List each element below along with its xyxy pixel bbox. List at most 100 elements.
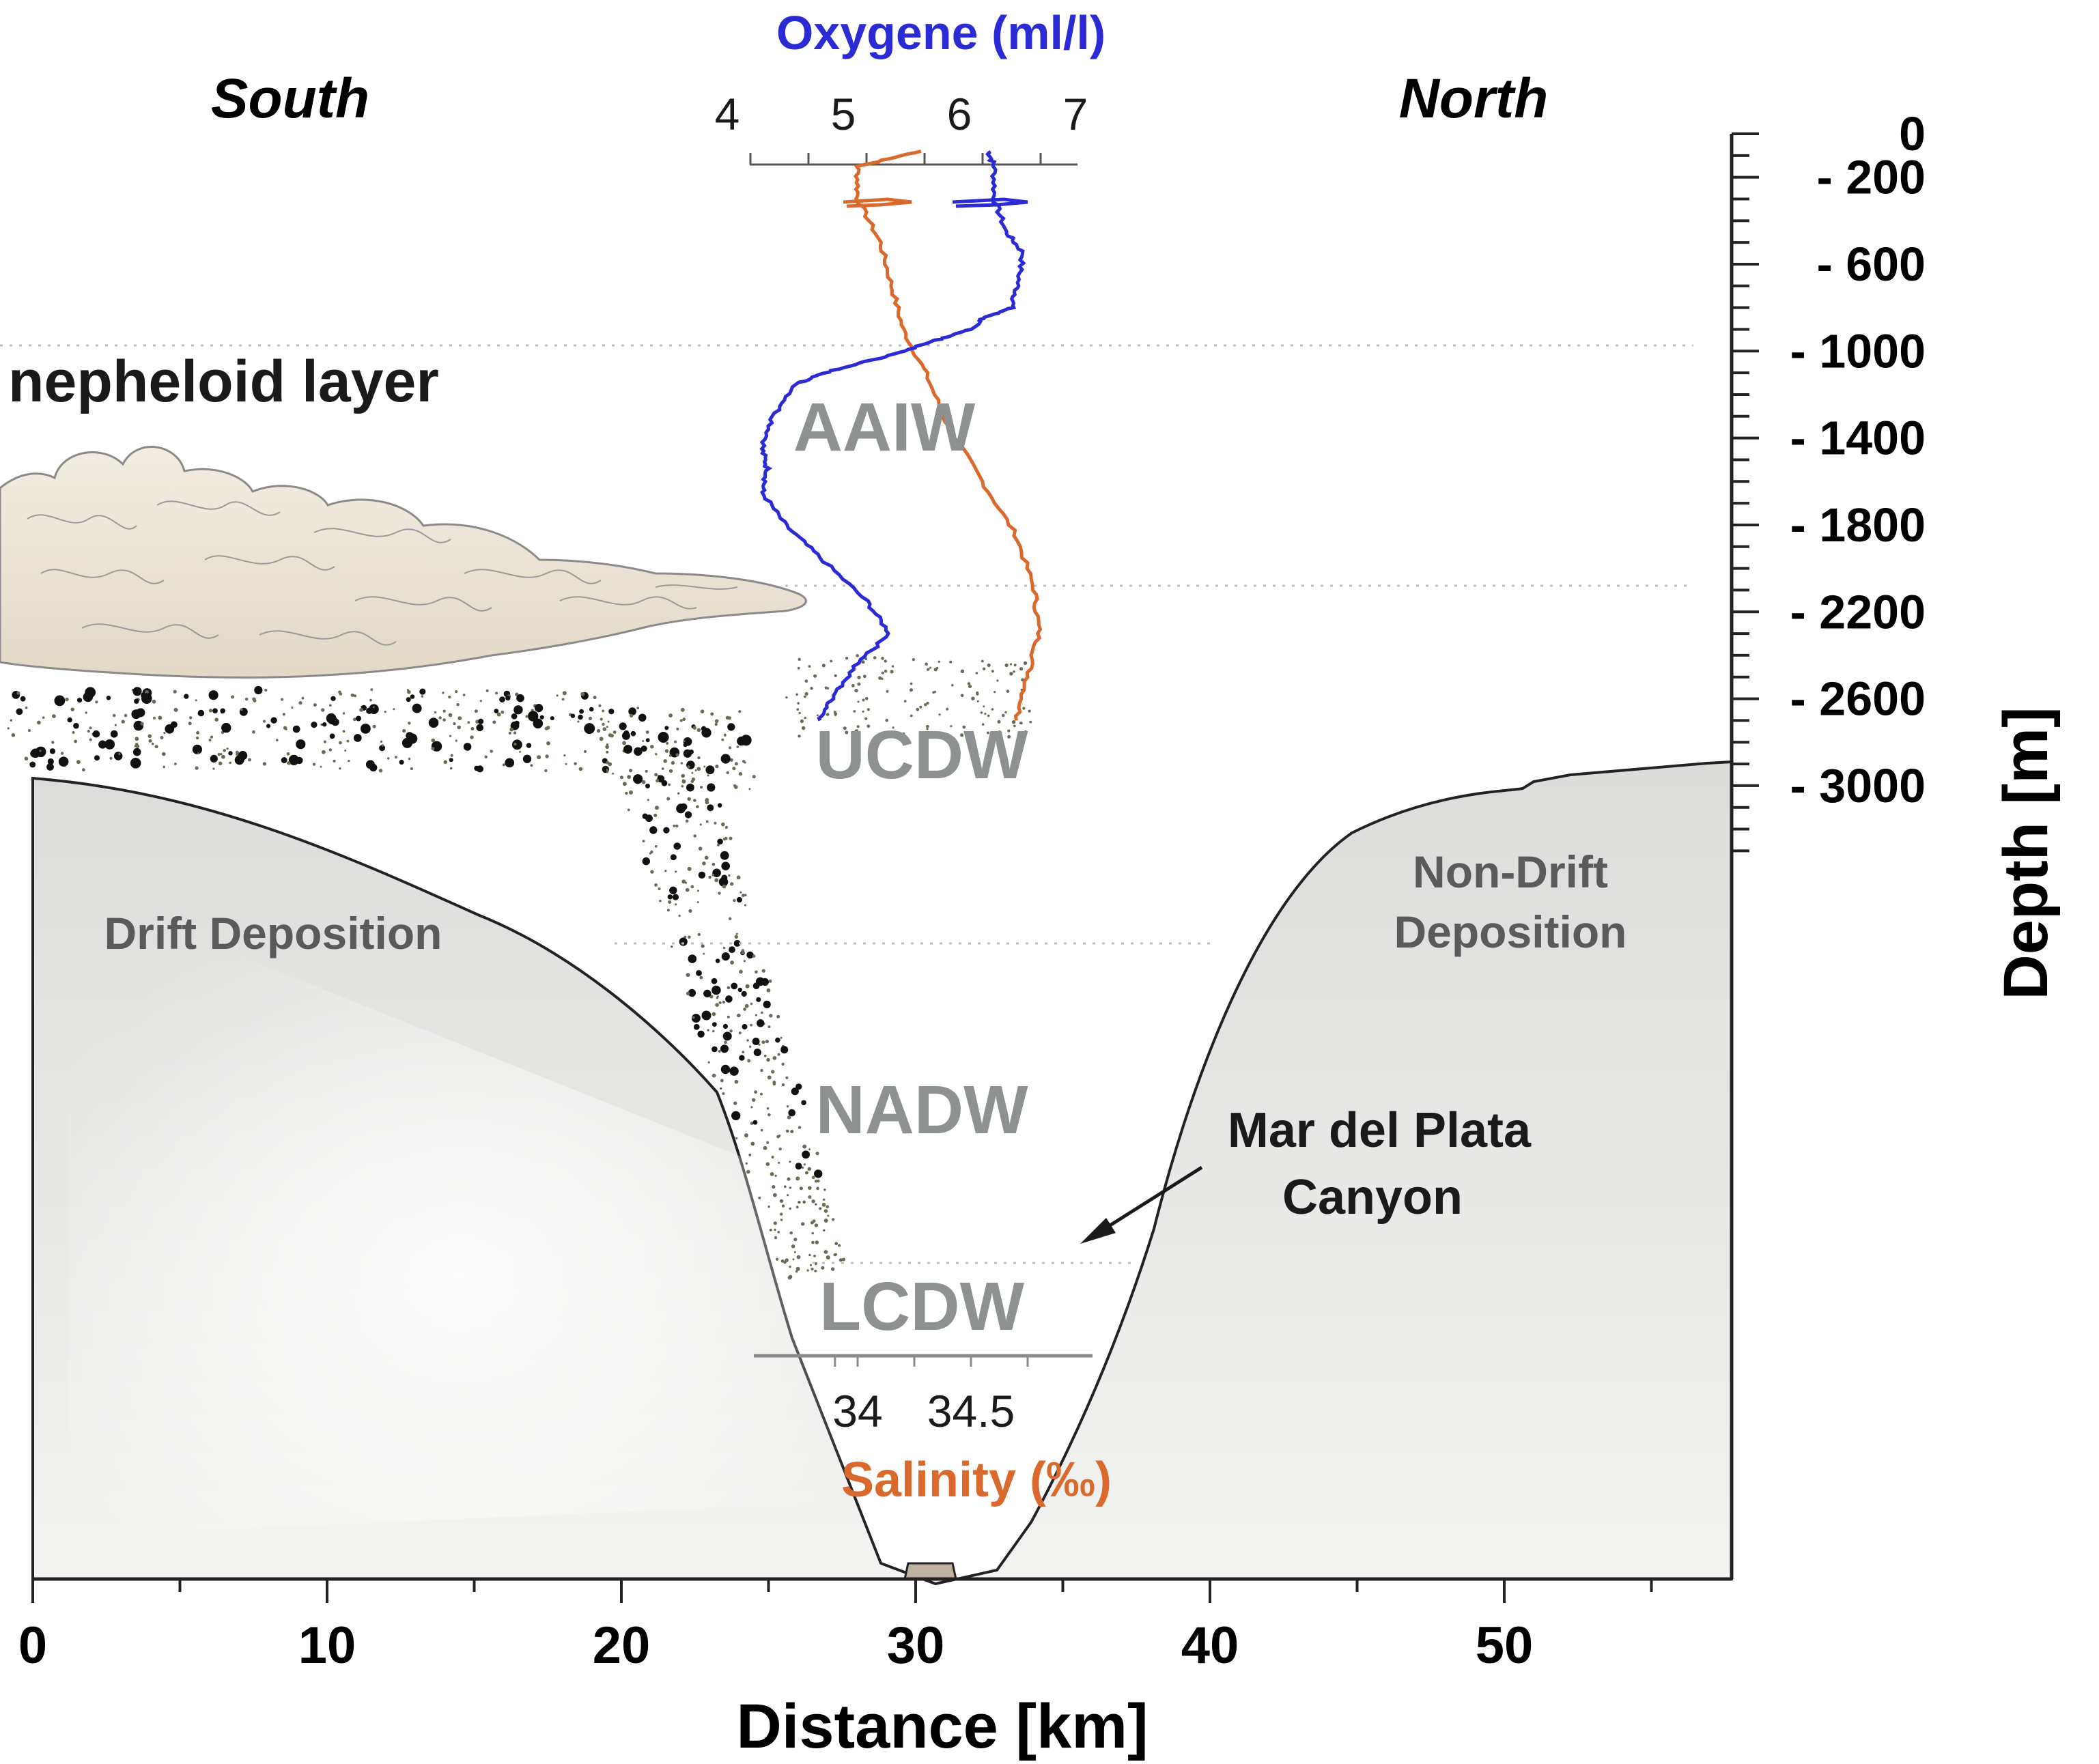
particle bbox=[768, 979, 772, 983]
particle bbox=[623, 730, 630, 737]
particle bbox=[675, 903, 677, 906]
particle bbox=[684, 935, 687, 939]
particle bbox=[496, 712, 501, 717]
particle bbox=[900, 734, 903, 737]
particle bbox=[756, 997, 761, 1002]
particle bbox=[720, 1064, 731, 1075]
particle bbox=[645, 814, 653, 823]
particle bbox=[720, 754, 731, 764]
particle bbox=[814, 1169, 823, 1178]
particle bbox=[369, 698, 372, 702]
particle bbox=[696, 970, 702, 976]
particle bbox=[789, 1231, 793, 1235]
particle bbox=[67, 717, 72, 723]
water-mass-ucdw: UCDW bbox=[815, 717, 1028, 793]
particle bbox=[584, 750, 587, 753]
particle bbox=[25, 706, 28, 709]
particle bbox=[757, 1019, 765, 1027]
particle bbox=[867, 724, 871, 728]
particle bbox=[691, 777, 696, 782]
particle bbox=[925, 662, 928, 666]
particle bbox=[419, 688, 426, 695]
particle bbox=[981, 723, 985, 726]
particle bbox=[892, 726, 894, 729]
particle bbox=[727, 723, 735, 731]
particle bbox=[629, 769, 633, 773]
particle bbox=[746, 1039, 749, 1042]
particle bbox=[668, 783, 671, 786]
particle bbox=[678, 914, 681, 917]
north-label: North bbox=[1399, 68, 1549, 130]
particle bbox=[356, 715, 361, 722]
particle bbox=[47, 758, 54, 765]
particle bbox=[933, 732, 937, 736]
canyon-floor bbox=[903, 1562, 957, 1580]
particle bbox=[217, 752, 221, 756]
particle bbox=[642, 740, 645, 742]
particle bbox=[798, 711, 801, 715]
particle bbox=[625, 791, 628, 795]
distance-tick-label: 50 bbox=[1476, 1617, 1534, 1675]
particle bbox=[1004, 711, 1007, 714]
particle bbox=[89, 738, 92, 741]
particle bbox=[730, 882, 734, 886]
particle bbox=[87, 730, 90, 733]
particle bbox=[502, 763, 505, 767]
particle bbox=[212, 767, 215, 770]
particle bbox=[589, 707, 594, 712]
particle bbox=[976, 700, 979, 702]
particle bbox=[338, 690, 341, 694]
particle bbox=[833, 1253, 837, 1257]
depth-tick-label: - 600 bbox=[1816, 238, 1926, 291]
depth-tick-label: - 1400 bbox=[1790, 412, 1926, 465]
particle bbox=[408, 722, 411, 725]
particle bbox=[320, 765, 322, 768]
particle bbox=[774, 1236, 778, 1240]
particle bbox=[780, 1036, 783, 1039]
particle bbox=[798, 1200, 801, 1204]
particle bbox=[685, 881, 688, 884]
particle bbox=[826, 1255, 830, 1260]
particle bbox=[16, 708, 23, 715]
particle bbox=[729, 746, 732, 750]
depth-tick-label: - 3000 bbox=[1790, 759, 1926, 812]
particle bbox=[210, 754, 218, 763]
particle bbox=[410, 694, 415, 699]
particle bbox=[699, 823, 702, 826]
particle bbox=[1011, 720, 1016, 724]
particle bbox=[30, 750, 38, 758]
particle bbox=[82, 768, 85, 772]
particle bbox=[780, 1046, 789, 1054]
particle bbox=[704, 855, 709, 860]
water-mass-aaiw: AAIW bbox=[793, 389, 976, 466]
particle bbox=[599, 737, 604, 741]
particle bbox=[686, 819, 689, 823]
particle bbox=[873, 656, 877, 659]
particle bbox=[136, 708, 145, 717]
particle bbox=[884, 670, 888, 673]
particle bbox=[402, 737, 413, 748]
particle bbox=[696, 805, 699, 809]
particle bbox=[478, 718, 484, 724]
particle bbox=[812, 1219, 816, 1223]
particle bbox=[772, 1185, 776, 1189]
particle bbox=[739, 891, 742, 894]
particle bbox=[162, 752, 166, 756]
particle bbox=[675, 753, 679, 757]
particle bbox=[804, 692, 808, 696]
particle bbox=[795, 693, 798, 696]
particle bbox=[501, 710, 505, 714]
particle bbox=[197, 752, 199, 755]
particle bbox=[223, 749, 227, 752]
particle bbox=[49, 748, 56, 754]
particle bbox=[753, 1049, 761, 1057]
particle bbox=[1009, 672, 1013, 676]
particle bbox=[712, 1029, 715, 1033]
particle bbox=[834, 674, 837, 678]
particle bbox=[778, 1161, 780, 1164]
particle bbox=[707, 1029, 709, 1032]
particle bbox=[739, 1055, 745, 1061]
particle bbox=[707, 1061, 710, 1064]
particle bbox=[938, 660, 941, 663]
particle bbox=[550, 716, 554, 721]
